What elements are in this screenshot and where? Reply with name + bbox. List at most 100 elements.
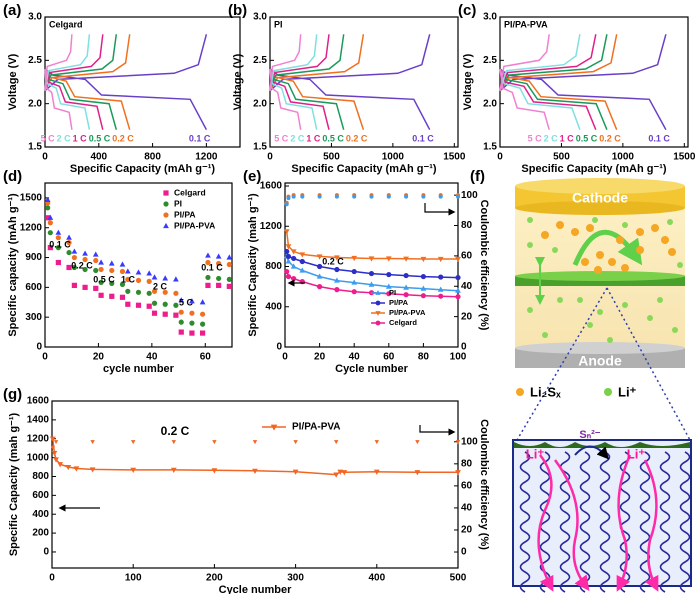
data-point [286,196,291,201]
polymer-coil [659,451,671,593]
separator-top [515,271,685,281]
li-dot [657,297,663,303]
cell-diagram: (f) Cathode Anode Li₂Sₓ Li⁺ Li⁺ Sₙ²⁻ Li⁺ [470,168,692,593]
data-point [47,230,53,236]
data-point [283,229,290,235]
data-point [82,284,88,290]
x-tick-label: 400 [368,573,385,584]
data-point [98,266,104,273]
x-tick-label: 1000 [382,152,405,163]
data-point [226,254,233,260]
y-tick-label: 3.0 [483,12,497,23]
data-point [351,268,357,275]
axis-pointer [419,425,456,436]
data-point [438,274,444,280]
data-point [66,234,72,240]
data-point [420,285,427,291]
legend-dot [516,388,524,396]
cathode-top [515,178,685,194]
data-point [162,275,169,281]
li-dot [552,247,558,253]
x-tick-label: 100 [125,573,142,584]
annotation: 0.5 C [93,274,115,284]
data-point [200,321,206,327]
data-point [299,267,306,273]
x-tick-label: 0 [267,152,273,163]
series-line [499,34,550,130]
polymer-coil [519,451,531,593]
y-axis-label: Voltage (V) [7,53,19,110]
data-point [178,309,184,315]
data-point [385,283,392,289]
legend-marker [163,222,169,229]
series-label: 0.2 C [599,133,621,143]
data-point [109,267,115,274]
data-point [455,440,461,445]
y-tick-label: 1600 [27,396,50,407]
polysulfide-label: Sₙ²⁻ [579,429,600,441]
li-dot [542,332,548,338]
y-tick-label: 1500 [20,193,43,204]
x-axis-label: Specific Capacity (mAh g⁻¹) [291,163,437,175]
series-line [269,34,302,130]
data-point [135,302,142,308]
data-point [334,266,340,273]
data-point [455,274,461,281]
y-tick-label: 0 [276,342,282,353]
li-dot [597,309,603,315]
series-label: 5 C [528,133,543,143]
data-point [125,288,131,294]
polymer-coil [599,451,611,593]
data-point [456,194,460,199]
data-point [403,256,409,262]
data-point [90,440,95,445]
anode-top [515,342,685,354]
polysulfide-dot [636,228,644,236]
data-point [216,275,222,282]
data-point [98,259,104,265]
y-tick-label: 0 [36,342,42,353]
y-tick-label: 1200 [260,221,283,232]
series-label: 1 C [306,133,321,143]
data-point [403,284,409,290]
y-tick-label: 2.5 [253,55,267,66]
data-point [216,260,222,267]
data-point [375,290,381,295]
membrane-coating [514,442,690,448]
legend-label: PI/PA-PVA [174,220,215,230]
data-point [189,320,195,326]
data-point [291,275,297,282]
data-point [299,258,305,265]
particles [527,217,683,343]
li-label: Li⁺ [526,446,545,461]
data-point [125,276,131,283]
data-point [45,215,51,221]
data-point [130,467,137,473]
annotation: 0.1 C [49,239,71,249]
x-tick-label: 80 [418,352,430,363]
data-point [386,194,391,199]
data-point [212,440,217,445]
li-dot [577,297,583,303]
data-point [50,445,56,450]
series-label: 2 C [290,133,305,143]
series-line [44,34,73,130]
data-point [404,194,409,199]
li-path [616,454,632,592]
li-dot [667,219,673,225]
data-point [162,301,168,307]
y-tick-label: 300 [25,312,42,323]
polysulfide-dot [556,221,564,229]
y-tick-label: 1400 [27,415,50,426]
y-tick-label: 1600 [260,181,283,192]
y-tick-label: 1.5 [483,142,497,153]
data-point [403,272,409,279]
y-tick-label: 1200 [27,433,50,444]
data-point [170,467,177,473]
y2-tick-label: 0 [461,547,467,558]
li-dot [557,297,563,303]
y2-tick-label: 20 [461,525,473,536]
data-point [55,259,61,266]
y-tick-label: 3.0 [28,12,42,23]
